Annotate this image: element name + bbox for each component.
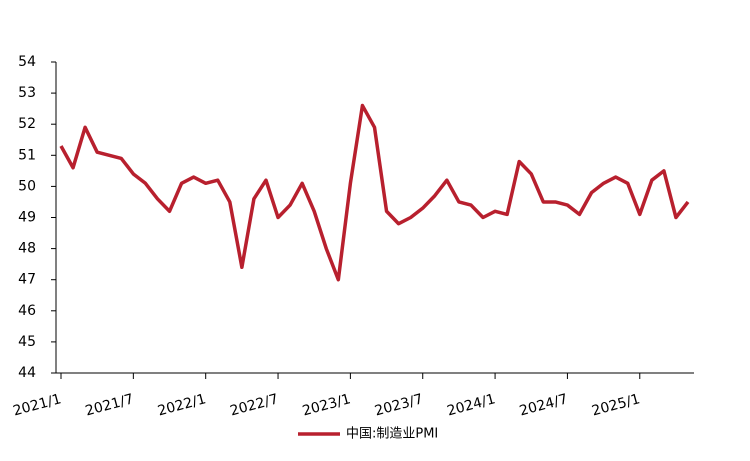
x-tick-label: 2025/1 [590,391,642,419]
x-tick-label: 2021/1 [11,391,63,419]
series-line [59,103,690,282]
y-tick-label: 51 [18,147,36,163]
y-tick-label: 52 [18,116,36,132]
y-tick-label: 49 [18,210,36,226]
x-tick-label: 2021/7 [84,391,136,419]
y-tick-label: 48 [18,241,36,257]
y-tick-label: 47 [18,272,36,288]
x-tick-label: 2024/1 [445,391,497,419]
x-tick-label: 2022/1 [156,391,208,419]
x-tick-label: 2023/7 [373,391,425,419]
legend-label: 中国:制造业PMI [346,427,438,442]
y-tick-label: 45 [18,334,36,350]
y-tick-label: 50 [18,178,36,194]
x-tick-label: 2022/7 [228,391,280,419]
y-tick-label: 46 [18,303,36,319]
x-tick-label: 2024/7 [518,391,570,419]
y-tick-label: 44 [18,365,36,381]
y-tick-label: 53 [18,85,36,101]
x-tick-label: 2023/1 [301,391,353,419]
y-tick-label: 54 [18,54,36,70]
